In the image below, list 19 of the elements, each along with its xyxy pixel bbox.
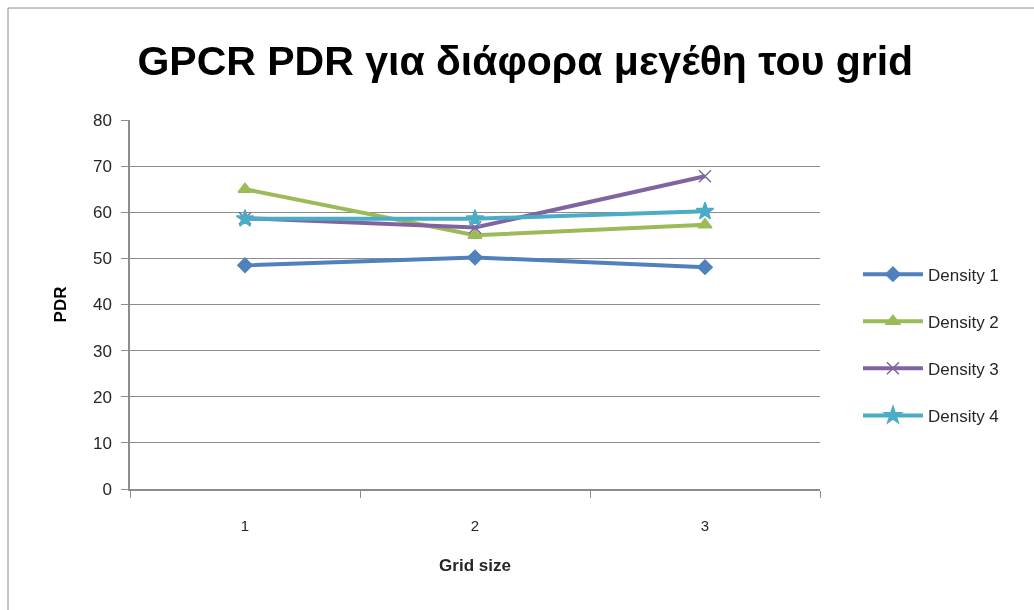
x-tick-label: 2 — [470, 516, 480, 534]
y-axis-title: PDR — [50, 286, 70, 323]
chart-title: GPCR PDR για διάφορα μεγέθη του grid — [137, 38, 914, 85]
y-tick-label: 50 — [92, 249, 112, 269]
x-tick-label: 1 — [240, 516, 250, 534]
legend-label: Density 4 — [927, 407, 999, 427]
y-tick-label: 70 — [92, 157, 112, 177]
y-tick-label: 30 — [92, 341, 112, 361]
y-tick-label: 80 — [92, 110, 112, 130]
y-tick-label: 40 — [92, 295, 112, 315]
y-tick-label: 10 — [92, 433, 112, 453]
legend-label: Density 1 — [927, 265, 999, 285]
x-axis-title: Grid size — [439, 555, 511, 575]
y-tick-label: 60 — [92, 203, 112, 223]
legend-label: Density 3 — [927, 359, 999, 379]
y-tick-label: 0 — [102, 479, 112, 499]
y-tick-label: 20 — [92, 387, 112, 407]
legend-label: Density 2 — [927, 312, 999, 332]
x-tick-label: 3 — [700, 516, 710, 534]
